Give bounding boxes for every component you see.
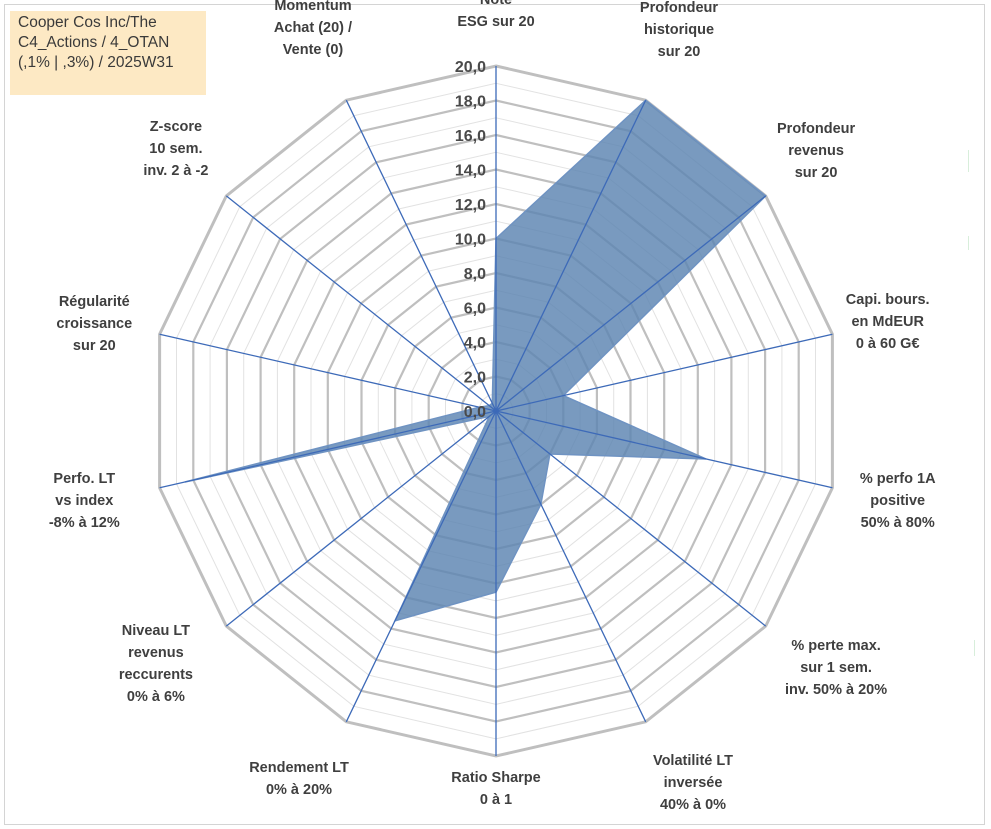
- axis-label: Niveau LT: [122, 623, 190, 639]
- axis-label: reccurents: [119, 667, 193, 683]
- axis-labels: Note ESG sur 20 Profondeur historique sur 20…: [49, 0, 936, 813]
- tick-label: 16,0: [455, 128, 486, 145]
- axis-spoke: [495, 410, 833, 489]
- title-line-company: Cooper Cos Inc/The: [18, 14, 157, 31]
- axis-label: 10 sem.: [149, 141, 202, 157]
- axis-label: revenus: [788, 143, 844, 159]
- axis-label: 0% à 6%: [127, 689, 185, 705]
- axis-label: Rendement LT: [249, 760, 349, 776]
- axis-label: Profondeur: [777, 121, 855, 137]
- axis-label: inv. 2 à -2: [143, 163, 208, 179]
- axis-label: 50% à 80%: [861, 515, 935, 531]
- axis-spoke: [495, 99, 647, 412]
- axis-label: Profondeur: [640, 0, 718, 16]
- axis-spoke: [345, 410, 497, 723]
- axis-label: 0 à 60 G€: [856, 336, 920, 352]
- tick-label: 12,0: [455, 197, 486, 214]
- axis-label: sur 20: [795, 165, 838, 181]
- axis-label: Régularité: [59, 294, 130, 310]
- axis-label: Z-score: [150, 119, 202, 135]
- chart-title-box: Cooper Cos Inc/The C4_Actions / 4_OTAN (…: [10, 11, 206, 95]
- axis-label: 0% à 20%: [266, 782, 332, 798]
- axis-label: Perfo. LT: [53, 471, 115, 487]
- tick-label: 10,0: [455, 232, 486, 249]
- axis-spoke: [495, 410, 767, 627]
- axis-label: sur 20: [73, 338, 116, 354]
- axis-spoke: [345, 99, 497, 412]
- axis-spoke: [225, 195, 497, 412]
- axis-label: Ratio Sharpe: [451, 770, 540, 786]
- tick-labels: 0,0 2,0 4,0 6,0 8,0 10,0 12,0 14,0 16,0 18,0 20,0: [455, 59, 486, 421]
- axis-label: croissance: [56, 316, 132, 332]
- axis-label: inversée: [664, 775, 723, 791]
- tick-label: 8,0: [464, 266, 486, 283]
- axis-label: 0 à 1: [480, 792, 512, 808]
- axis-spoke: [159, 333, 497, 412]
- tick-label: 20,0: [455, 59, 486, 76]
- axis-label: Note: [480, 0, 512, 8]
- tick-label: 18,0: [455, 94, 486, 111]
- tick-label: 0,0: [464, 404, 486, 421]
- axis-label: % perte max.: [791, 638, 880, 654]
- axis-spoke: [225, 410, 497, 627]
- chart-frame: [4, 4, 985, 825]
- axis-label: 40% à 0%: [660, 797, 726, 813]
- axis-label: revenus: [128, 645, 184, 661]
- title-line-params: (,1% | ,3%) / 2025W31: [18, 54, 174, 71]
- axis-label: Volatilité LT: [653, 753, 733, 769]
- axis-label: Momentum: [274, 0, 351, 14]
- axis-spoke: [159, 410, 497, 489]
- axis-label: sur 1 sem.: [800, 660, 872, 676]
- axis-label: -8% à 12%: [49, 515, 120, 531]
- tick-label: 6,0: [464, 301, 486, 318]
- axis-label: en MdEUR: [851, 314, 924, 330]
- axis-label: Achat (20) /: [274, 20, 352, 36]
- axis-label: inv. 50% à 20%: [785, 682, 887, 698]
- axis-label: ESG sur 20: [457, 14, 534, 30]
- axis-label: sur 20: [658, 44, 701, 60]
- axis-label: % perfo 1A: [860, 471, 936, 487]
- right-edge-mark: [974, 640, 975, 656]
- title-line-category: C4_Actions / 4_OTAN: [18, 34, 170, 51]
- axis-label: Vente (0): [283, 42, 344, 58]
- axis-label: Capi. bours.: [846, 292, 930, 308]
- right-edge-mark: [968, 236, 969, 250]
- right-edge-mark: [968, 150, 969, 172]
- tick-label: 4,0: [464, 335, 486, 352]
- axis-spokes: [159, 66, 833, 756]
- tick-label: 14,0: [455, 163, 486, 180]
- axis-spoke: [495, 410, 647, 723]
- axis-spoke: [495, 195, 767, 412]
- axis-label: vs index: [55, 493, 113, 509]
- axis-spoke: [495, 333, 833, 412]
- tick-label: 2,0: [464, 370, 486, 387]
- axis-label: historique: [644, 22, 714, 38]
- axis-label: positive: [870, 493, 925, 509]
